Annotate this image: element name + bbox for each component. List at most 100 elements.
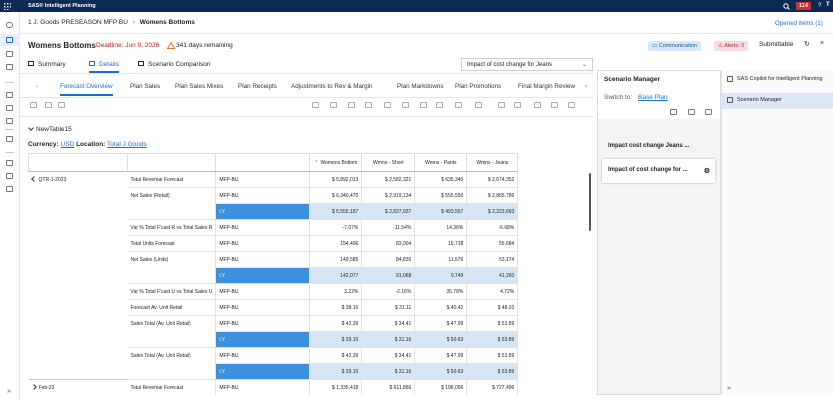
value-cell[interactable]: $ 39.10: [310, 332, 362, 348]
value-cell[interactable]: $ 493,557: [415, 204, 467, 220]
version-cell[interactable]: MFP-BU: [216, 284, 310, 300]
value-cell[interactable]: $ 2,919,134: [362, 188, 415, 204]
value-cell[interactable]: $ 635,340: [415, 172, 467, 188]
side-item[interactable]: SAS Copilot for Intelligent Planning: [722, 72, 833, 88]
value-cell[interactable]: $ 611,866: [362, 380, 415, 396]
collapse-panel[interactable]: »: [727, 385, 731, 392]
value-cell[interactable]: 55,684: [467, 236, 518, 252]
version-cell[interactable]: LY: [216, 204, 310, 220]
opened-items-link[interactable]: Opened items (1): [775, 20, 823, 27]
subtab[interactable]: Plan Sales: [130, 83, 160, 96]
nav-icon[interactable]: [6, 186, 13, 192]
alerts-chip[interactable]: ⚠ Alerts: 0: [714, 41, 748, 51]
value-cell[interactable]: 53,174: [467, 252, 518, 268]
nav-icon[interactable]: [6, 118, 13, 124]
version-cell[interactable]: MFP-BU: [216, 252, 310, 268]
toolbar-button[interactable]: [312, 102, 319, 108]
toolbar-button[interactable]: [348, 102, 355, 108]
nav-icon[interactable]: [6, 22, 13, 28]
value-cell[interactable]: -7.07%: [310, 220, 362, 236]
toolbar-button[interactable]: [402, 102, 409, 108]
toolbar-button[interactable]: [475, 102, 482, 108]
toolbar-button[interactable]: [420, 102, 427, 108]
value-cell[interactable]: 3.22%: [310, 284, 362, 300]
value-cell[interactable]: $ 31.16: [362, 332, 415, 348]
value-cell[interactable]: 35.78%: [415, 284, 467, 300]
breadcrumb-parent[interactable]: 1 J. Goods PRESEASON MFP BU: [28, 19, 128, 26]
value-cell[interactable]: $ 50.63: [415, 332, 467, 348]
value-cell[interactable]: $ 2,223,693: [467, 204, 518, 220]
tab[interactable]: Scenario Comparison: [138, 60, 211, 73]
value-cell[interactable]: 11,576: [415, 252, 467, 268]
currency-link[interactable]: USD: [61, 141, 75, 148]
nav-icon[interactable]: [6, 92, 13, 98]
value-cell[interactable]: $ 6,340,470: [310, 188, 362, 204]
nav-icon[interactable]: [6, 37, 13, 43]
notification-badge[interactable]: 114: [796, 2, 811, 10]
value-cell[interactable]: $ 38.16: [310, 300, 362, 316]
communication-chip[interactable]: ▭ Communication: [648, 41, 701, 51]
subtab[interactable]: Forecast Overview: [60, 83, 113, 96]
subtab[interactable]: Plan Markdowns: [397, 83, 444, 96]
collapse-icon[interactable]: [31, 176, 37, 182]
value-cell[interactable]: $ 39.10: [310, 364, 362, 380]
value-cell[interactable]: $ 555,550: [415, 188, 467, 204]
toolbar-button[interactable]: [365, 102, 372, 108]
value-cell[interactable]: $ 727,496: [467, 380, 518, 396]
version-cell[interactable]: MFP-BU: [216, 316, 310, 332]
version-cell[interactable]: LY: [216, 332, 310, 348]
toolbar-button[interactable]: [551, 102, 558, 108]
nav-icon[interactable]: [6, 64, 13, 70]
nav-icon[interactable]: [6, 51, 13, 57]
nav-icon[interactable]: [6, 105, 13, 111]
value-cell[interactable]: $ 42.39: [310, 316, 362, 332]
subtab[interactable]: Plan Receipts: [238, 83, 277, 96]
value-cell[interactable]: 91,068: [362, 268, 415, 284]
version-cell[interactable]: MFP-BU: [216, 220, 310, 236]
search-icon[interactable]: [783, 3, 790, 10]
toolbar-button[interactable]: [384, 102, 391, 108]
toolbar-button[interactable]: [436, 102, 443, 108]
value-cell[interactable]: 4.72%: [467, 284, 518, 300]
toolbar-button[interactable]: [514, 102, 521, 108]
value-cell[interactable]: $ 50.63: [415, 364, 467, 380]
toolbar-button[interactable]: [30, 102, 37, 108]
switch-target[interactable]: Base Plan: [638, 94, 668, 101]
value-cell[interactable]: $ 53.89: [467, 348, 518, 364]
subtab[interactable]: Plan Sales Mixes: [175, 83, 223, 96]
version-cell[interactable]: LY: [216, 364, 310, 380]
value-cell[interactable]: $ 47.99: [415, 316, 467, 332]
value-cell[interactable]: 41,260: [467, 268, 518, 284]
scenario-card[interactable]: Impact cost change Jeans ...: [602, 135, 715, 159]
value-cell[interactable]: $ 2,582,321: [362, 172, 415, 188]
value-cell[interactable]: $ 53.89: [467, 364, 518, 380]
value-cell[interactable]: $ 34.41: [362, 316, 415, 332]
scenario-select[interactable]: Impact of cost change for Jeans⌄: [461, 58, 593, 71]
version-cell[interactable]: MFP-BU: [216, 300, 310, 316]
toolbar-button[interactable]: [330, 102, 337, 108]
scenario-action[interactable]: [688, 109, 695, 115]
value-cell[interactable]: 9,749: [415, 268, 467, 284]
value-cell[interactable]: $ 31.16: [362, 364, 415, 380]
nav-icon[interactable]: [6, 160, 13, 166]
toolbar-button[interactable]: [58, 102, 65, 108]
value-cell[interactable]: $ 1,335,418: [310, 380, 362, 396]
value-cell[interactable]: $ 48.03: [467, 300, 518, 316]
close-button[interactable]: ×: [820, 40, 824, 47]
subtabs-next[interactable]: ›: [585, 83, 587, 90]
value-cell[interactable]: $ 5,892,013: [310, 172, 362, 188]
version-cell[interactable]: MFP-BU: [216, 348, 310, 364]
toolbar-button[interactable]: [455, 102, 462, 108]
refresh-button[interactable]: ↻: [804, 40, 810, 48]
value-cell[interactable]: $ 196,056: [415, 380, 467, 396]
value-cell[interactable]: $ 34.41: [362, 348, 415, 364]
toolbar-button[interactable]: [45, 102, 52, 108]
scenario-action[interactable]: [705, 109, 712, 115]
value-cell[interactable]: 84,835: [362, 252, 415, 268]
value-cell[interactable]: 15,718: [415, 236, 467, 252]
toolbar-button[interactable]: [568, 102, 575, 108]
app-menu-icon[interactable]: [4, 3, 11, 10]
value-cell[interactable]: $ 40.42: [415, 300, 467, 316]
subtab[interactable]: Plan Promotions: [455, 83, 501, 96]
value-cell[interactable]: $ 2,674,352: [467, 172, 518, 188]
